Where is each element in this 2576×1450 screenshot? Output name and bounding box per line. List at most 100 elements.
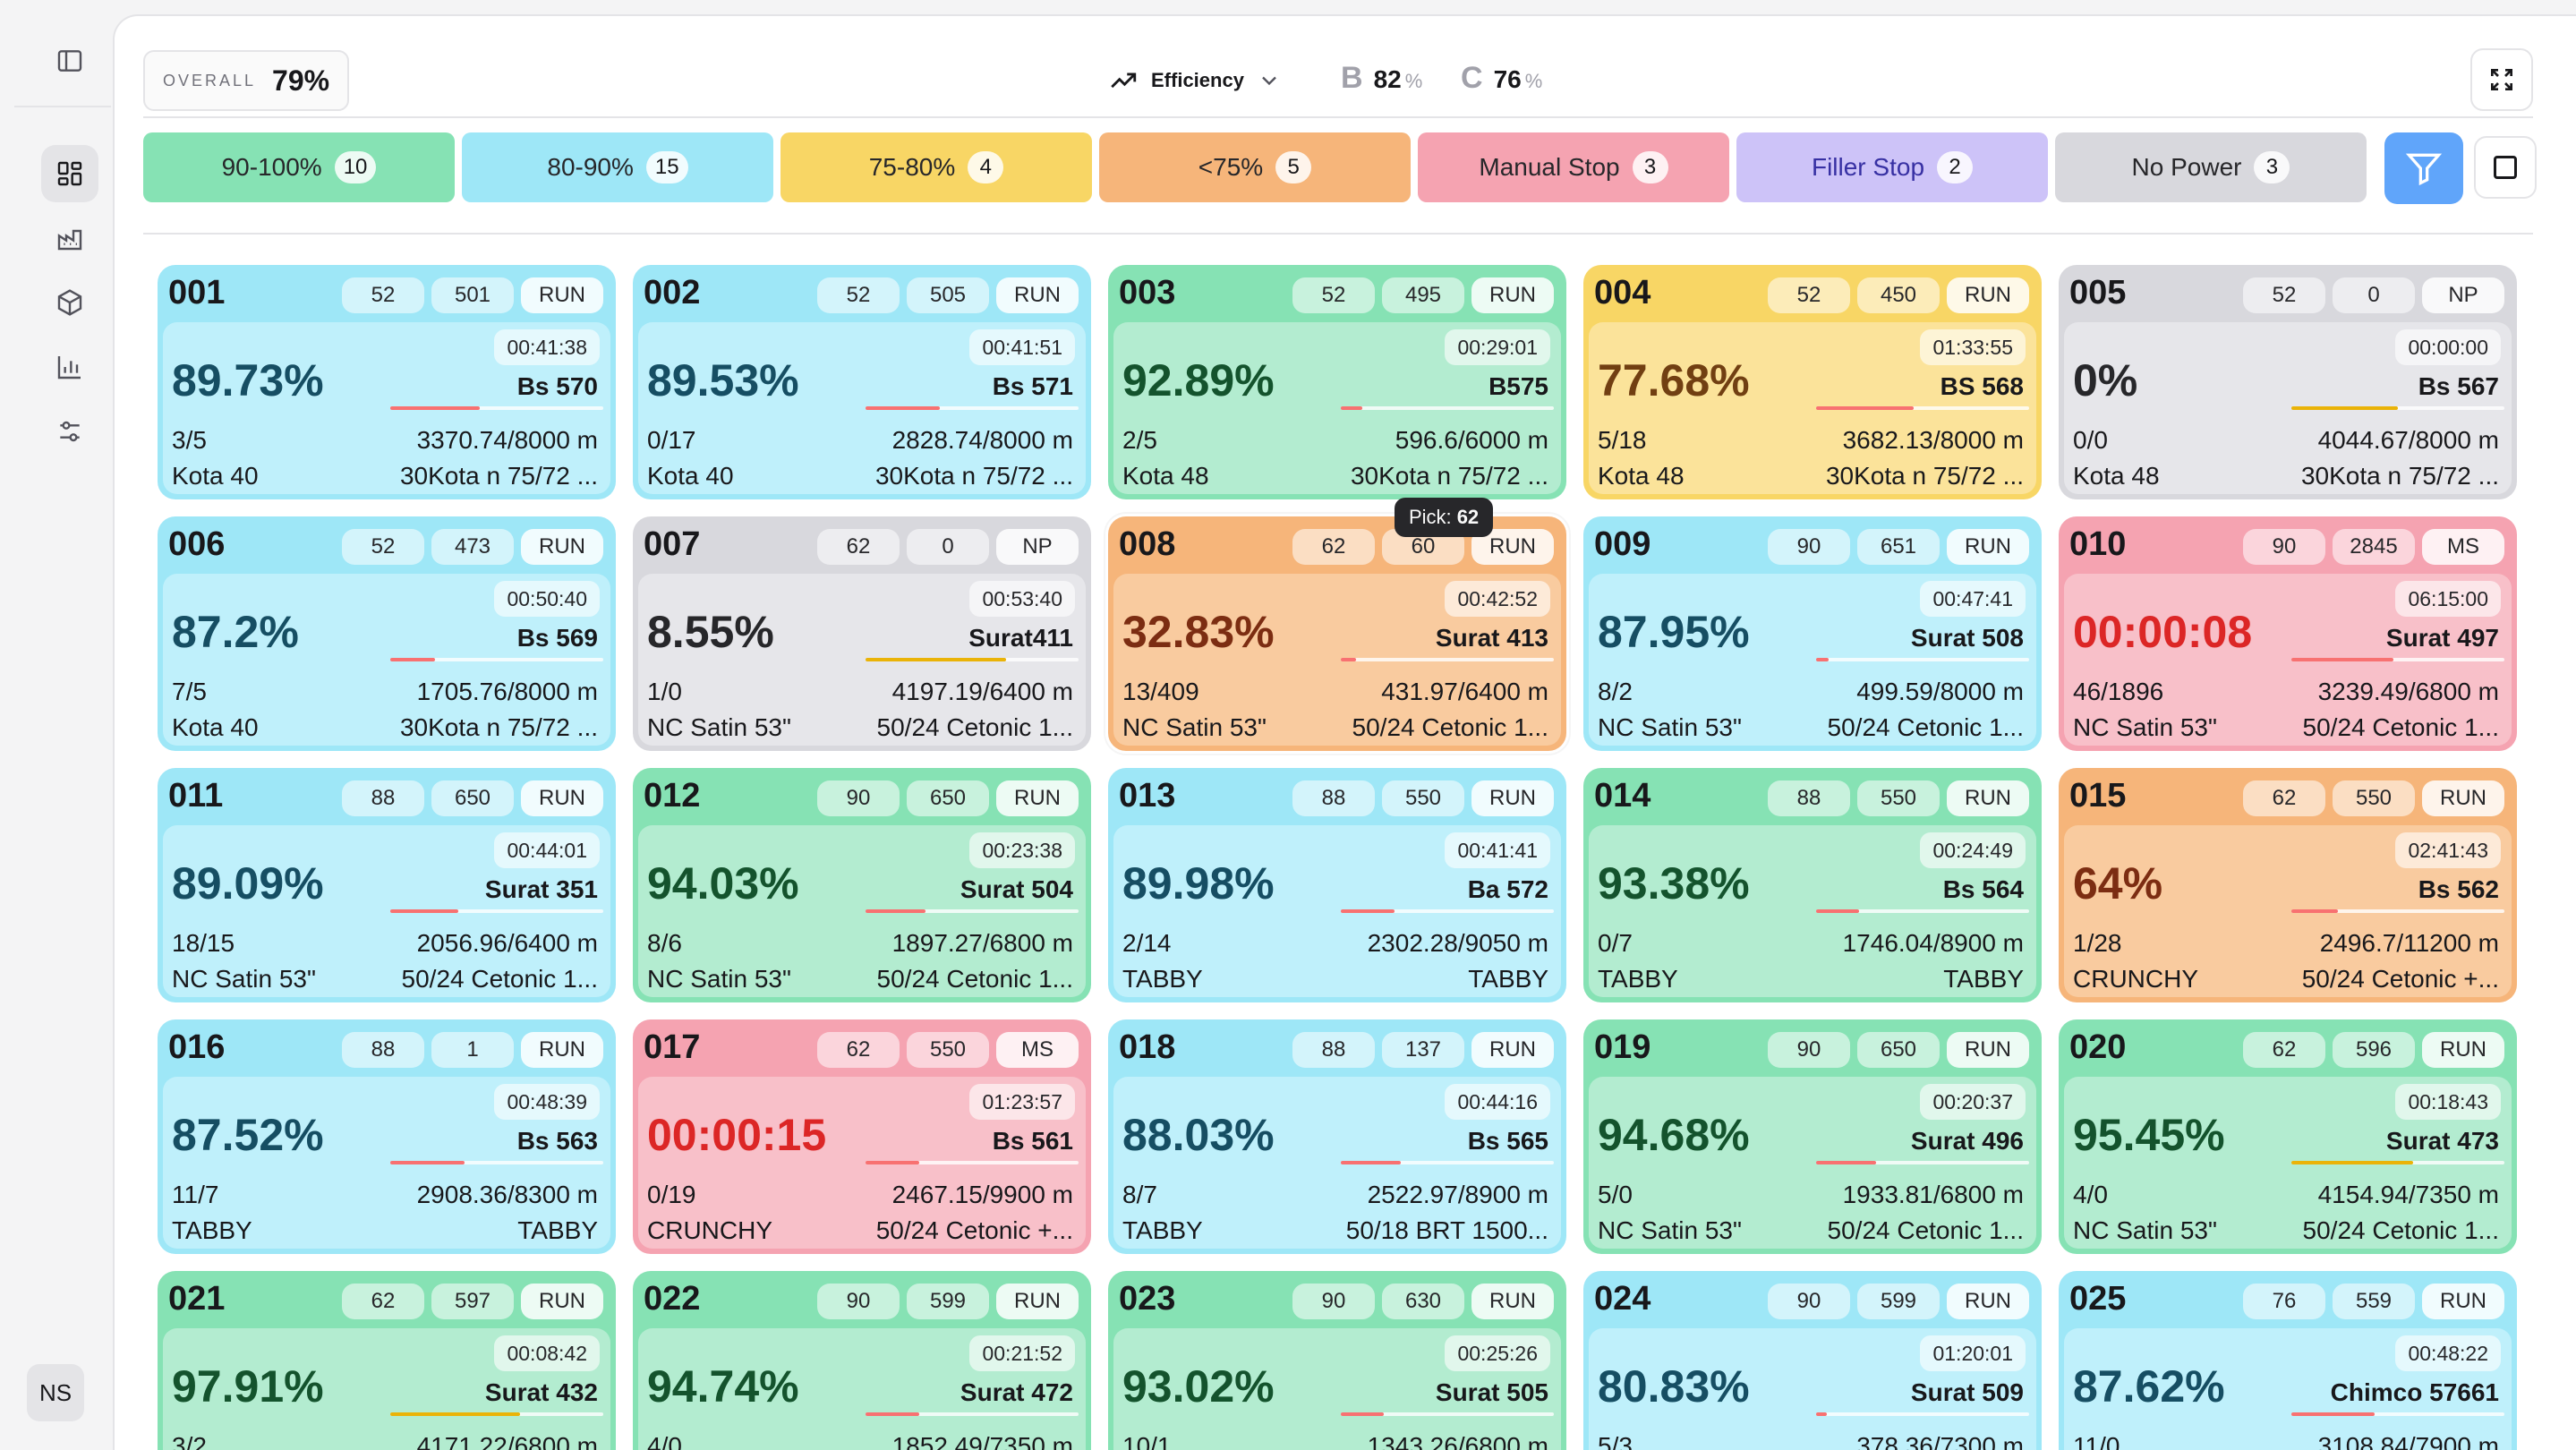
machine-card[interactable]: 015 62 550 RUN 64% 02:41:43 Bs 562 1/28 2496.7/1… (2059, 768, 2517, 1002)
filter-chip[interactable]: No Power 3 (2055, 132, 2367, 202)
machine-card[interactable]: 010 90 2845 MS 00:00:08 06:15:00 Surat 497 46/1… (2059, 516, 2517, 751)
machine-card[interactable]: 002 52 505 RUN 89.53% 00:41:51 Bs 571 0/17 2828.… (633, 265, 1091, 499)
filter-chip[interactable]: 80-90% 15 (462, 132, 773, 202)
machine-run-time: 00:50:40 (494, 581, 600, 617)
machine-card[interactable]: 022 90 599 RUN 94.74% 00:21:52 Surat 472 4/0 185… (633, 1271, 1091, 1450)
header-divider (143, 116, 2533, 118)
machine-card[interactable]: 021 62 597 RUN 97.91% 00:08:42 Surat 432 3/2 417… (158, 1271, 616, 1450)
metric-selector[interactable]: Efficiency (1108, 63, 1282, 98)
machine-card-header: 019 90 650 RUN (1589, 1025, 2036, 1077)
filter-chip[interactable]: 75-80% 4 (780, 132, 1092, 202)
machine-efficiency: 00:00:08 (2073, 607, 2253, 657)
machine-card[interactable]: 013 88 550 RUN 89.98% 00:41:41 Ba 572 2/14 2302.… (1108, 768, 1566, 1002)
machine-count-pill: 1 (431, 1032, 514, 1068)
sidebar-toggle-button[interactable] (41, 32, 98, 90)
machine-picks: 8/7 (1122, 1181, 1157, 1208)
machine-run-time: 00:53:40 (969, 581, 1075, 617)
machine-card[interactable]: 001 52 501 RUN 89.73% 00:41:38 Bs 570 3/5 3370.7… (158, 265, 616, 499)
filter-chip[interactable]: Filler Stop 2 (1736, 132, 2048, 202)
machine-card[interactable]: 006 52 473 RUN 87.2% 00:50:40 Bs 569 7/5 1705.76… (158, 516, 616, 751)
machine-yarn: Kota 48 (2073, 462, 2160, 490)
machine-card[interactable]: 005 52 0 NP 0% 00:00:00 Bs 567 0/0 4044.67/8000 … (2059, 265, 2517, 499)
sidebar-item-reports[interactable] (41, 338, 98, 396)
avatar[interactable]: NS (27, 1364, 84, 1421)
machine-card[interactable]: 011 88 650 RUN 89.09% 00:44:01 Surat 351 18/15 2… (158, 768, 616, 1002)
machine-card[interactable]: 007 62 0 NP 8.55% 00:53:40 Surat411 1/0 4197.19/… (633, 516, 1091, 751)
machine-yarn: NC Satin 53" (1122, 713, 1267, 741)
machine-progress-fill (1341, 909, 1395, 913)
machine-length: 431.97/6400 m (1381, 678, 1548, 705)
filter-chip-label: 75-80% (868, 153, 956, 181)
filter-chip[interactable]: 90-100% 10 (143, 132, 455, 202)
machine-card[interactable]: 025 76 559 RUN 87.62% 00:48:22 Chimco 57661 11/… (2059, 1271, 2517, 1450)
machine-card[interactable]: 024 90 599 RUN 80.83% 01:20:01 Surat 509 5/3 378… (1583, 1271, 2042, 1450)
machine-count-pill: 559 (2333, 1284, 2415, 1319)
machine-progress-fill (2291, 1161, 2413, 1164)
machine-pills: 90 2845 MS (2243, 529, 2504, 565)
machine-card[interactable]: 020 62 596 RUN 95.45% 00:18:43 Surat 473 4/0 415… (2059, 1019, 2517, 1254)
filter-button[interactable] (2384, 132, 2463, 204)
machine-quality: 50/24 Cetonic 1... (1352, 713, 1548, 741)
machine-card[interactable]: 008 62 60 RUN 32.83% 00:42:52 Surat 413 13/409 4… (1108, 516, 1566, 751)
sidebar-item-factory[interactable] (41, 209, 98, 267)
machine-card[interactable]: 014 88 550 RUN 93.38% 00:24:49 Bs 564 0/7 1746.0… (1583, 768, 2042, 1002)
machine-count-pill: 597 (431, 1284, 514, 1319)
machine-id: 019 (1594, 1028, 1651, 1066)
machine-card[interactable]: 018 88 137 RUN 88.03% 00:44:16 Bs 565 8/7 2522.9… (1108, 1019, 1566, 1254)
machine-run-time: 06:15:00 (2395, 581, 2501, 617)
machine-picks: 1/28 (2073, 929, 2122, 957)
chips-divider (143, 233, 2533, 235)
machine-card-header: 004 52 450 RUN (1589, 270, 2036, 322)
sidebar-toggle-icon (57, 50, 82, 72)
machine-card[interactable]: 004 52 450 RUN 77.68% 01:33:55 BS 568 5/18 3682.… (1583, 265, 2042, 499)
machine-card[interactable]: 017 62 550 MS 00:00:15 01:23:57 Bs 561 0/19 2467… (633, 1019, 1091, 1254)
machine-progress-bar (1816, 658, 2029, 661)
machine-card-header: 002 52 505 RUN (638, 270, 1086, 322)
sidebar-item-inventory[interactable] (41, 274, 98, 331)
filter-chip[interactable]: Manual Stop 3 (1418, 132, 1729, 202)
machine-yarn: NC Satin 53" (2073, 713, 2217, 741)
machine-efficiency: 87.2% (172, 607, 299, 657)
machine-status-pill: RUN (2422, 1284, 2504, 1319)
machine-quality: 30Kota n 75/72 ... (399, 713, 598, 741)
machine-progress-fill (1341, 658, 1356, 661)
machine-efficiency: 95.45% (2073, 1110, 2225, 1160)
machine-card[interactable]: 023 90 630 RUN 93.02% 00:25:26 Surat 505 10/1 13… (1108, 1271, 1566, 1450)
machine-card[interactable]: 019 90 650 RUN 94.68% 00:20:37 Surat 496 5/0 193… (1583, 1019, 2042, 1254)
machine-status-pill: RUN (2422, 1032, 2504, 1068)
machine-progress-fill (1816, 406, 1915, 410)
machine-card[interactable]: 009 90 651 RUN 87.95% 00:47:41 Surat 508 8/2 499… (1583, 516, 2042, 751)
machine-count-pill: 550 (907, 1032, 989, 1068)
machine-yarn: NC Satin 53" (647, 965, 791, 993)
machine-status-pill: RUN (521, 1032, 603, 1068)
machine-card[interactable]: 003 52 495 RUN 92.89% 00:29:01 B575 2/5 596.6/60… (1108, 265, 1566, 499)
machine-picks: 8/6 (647, 929, 682, 957)
machine-count-pill: 505 (907, 277, 989, 313)
machine-id: 013 (1119, 777, 1176, 815)
select-mode-checkbox[interactable] (2474, 136, 2537, 199)
machine-quality: 50/24 Cetonic 1... (401, 965, 598, 993)
machine-card-body: 00:00:15 01:23:57 Bs 561 0/19 2467.15/9900 m… (638, 1077, 1086, 1249)
machine-status-pill: RUN (521, 1284, 603, 1319)
machine-length: 2908.36/8300 m (416, 1181, 598, 1208)
machine-design: Surat 472 (960, 1378, 1073, 1406)
machine-quality: TABBY (1943, 965, 2024, 993)
filter-chip[interactable]: <75% 5 (1099, 132, 1411, 202)
machine-rpm-pill: 90 (1292, 1284, 1375, 1319)
machine-status-pill: RUN (1471, 780, 1554, 816)
machine-card-header: 006 52 473 RUN (163, 522, 610, 574)
machine-rpm-pill: 62 (817, 529, 900, 565)
machine-pills: 88 650 RUN (342, 780, 603, 816)
machine-card[interactable]: 016 88 1 RUN 87.52% 00:48:39 Bs 563 11/7 2908.36… (158, 1019, 616, 1254)
machine-card[interactable]: 012 90 650 RUN 94.03% 00:23:38 Surat 504 8/6 189… (633, 768, 1091, 1002)
machine-card-body: 89.73% 00:41:38 Bs 570 3/5 3370.74/8000 m Kot… (163, 322, 610, 494)
machine-card-header: 022 90 599 RUN (638, 1276, 1086, 1328)
machine-rpm-pill: 52 (342, 529, 424, 565)
fullscreen-button[interactable] (2470, 48, 2533, 111)
machine-count-pill: 596 (2333, 1032, 2415, 1068)
machine-pills: 62 0 NP (817, 529, 1079, 565)
sidebar-item-dashboard[interactable] (41, 145, 98, 202)
sidebar-item-settings[interactable] (41, 403, 98, 460)
machine-id: 001 (168, 274, 226, 311)
machine-pills: 88 550 RUN (1292, 780, 1554, 816)
